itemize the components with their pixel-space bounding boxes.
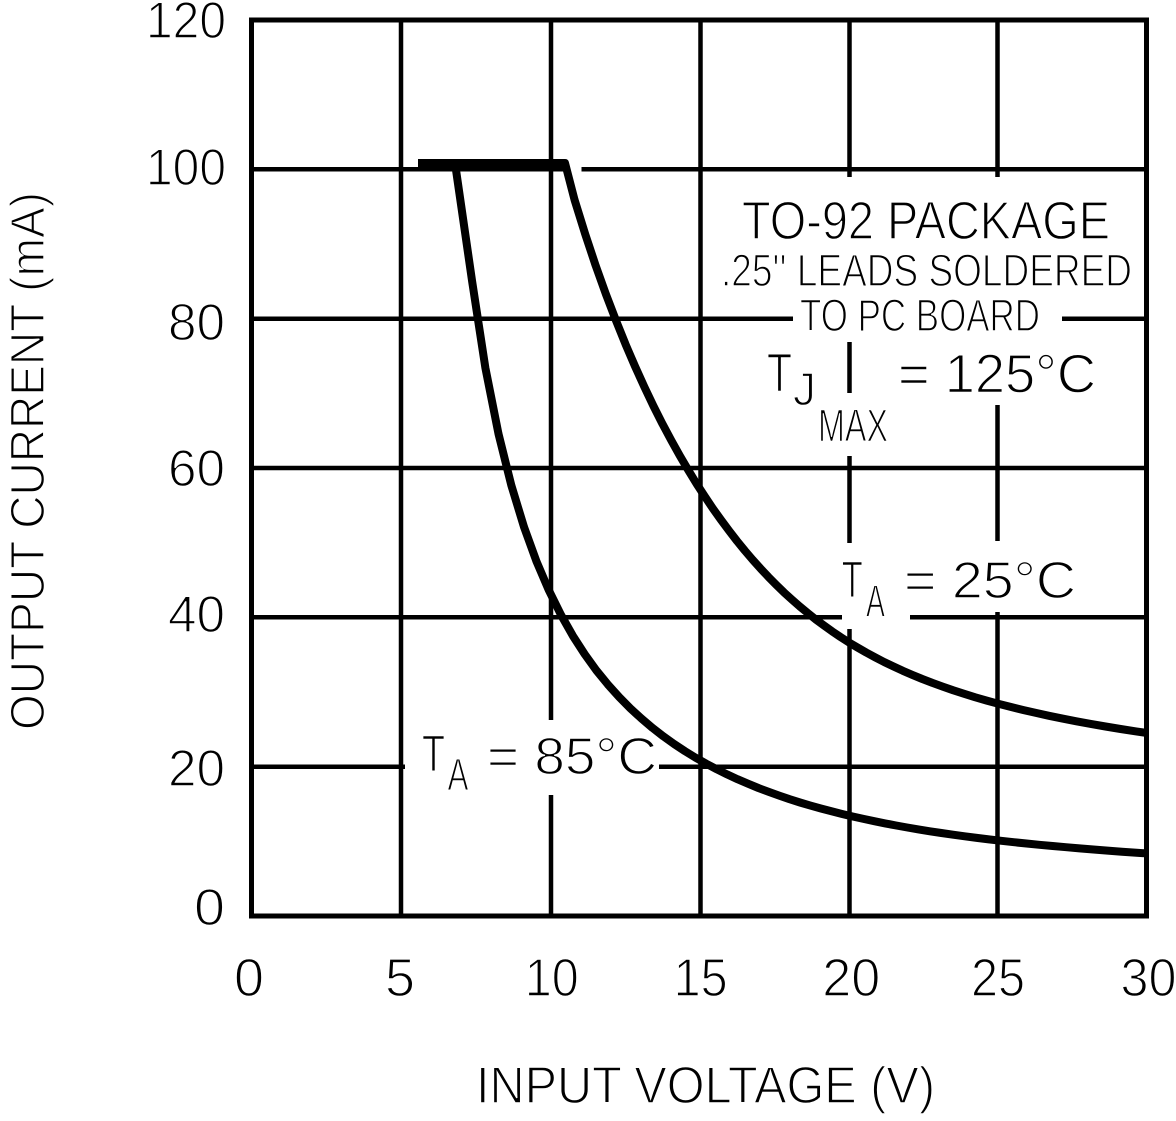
svg-text:15: 15 (674, 948, 728, 1008)
svg-text:INPUT VOLTAGE (V): INPUT VOLTAGE (V) (476, 1057, 935, 1115)
svg-text:0: 0 (194, 879, 225, 937)
svg-text:J: J (793, 363, 816, 415)
svg-text:A: A (866, 576, 885, 627)
svg-text:120: 120 (146, 0, 226, 50)
svg-text:A: A (448, 749, 469, 800)
svg-text:80: 80 (168, 294, 225, 352)
svg-text:20: 20 (822, 948, 880, 1008)
svg-text:25: 25 (971, 948, 1025, 1008)
svg-text:60: 60 (168, 440, 225, 498)
svg-text:T: T (842, 552, 863, 610)
svg-text:TO-92 PACKAGE: TO-92 PACKAGE (742, 191, 1110, 251)
svg-text:.25'' LEADS SOLDERED: .25'' LEADS SOLDERED (721, 245, 1132, 296)
svg-text:= 25°C: = 25°C (904, 552, 1076, 610)
svg-text:= 85°C: = 85°C (487, 728, 657, 786)
svg-text:T: T (422, 726, 445, 784)
svg-text:30: 30 (1121, 948, 1176, 1008)
svg-text:20: 20 (168, 740, 225, 798)
svg-text:10: 10 (525, 948, 579, 1008)
svg-text:40: 40 (168, 586, 225, 644)
svg-text:T: T (767, 342, 792, 404)
svg-text:TO PC BOARD: TO PC BOARD (800, 290, 1040, 341)
svg-text:5: 5 (385, 948, 415, 1008)
svg-text:MAX: MAX (818, 400, 888, 452)
svg-text:OUTPUT CURRENT (mA): OUTPUT CURRENT (mA) (2, 192, 55, 730)
svg-text:= 125°C: = 125°C (898, 343, 1096, 405)
svg-text:0: 0 (234, 948, 264, 1008)
svg-text:100: 100 (146, 139, 226, 197)
